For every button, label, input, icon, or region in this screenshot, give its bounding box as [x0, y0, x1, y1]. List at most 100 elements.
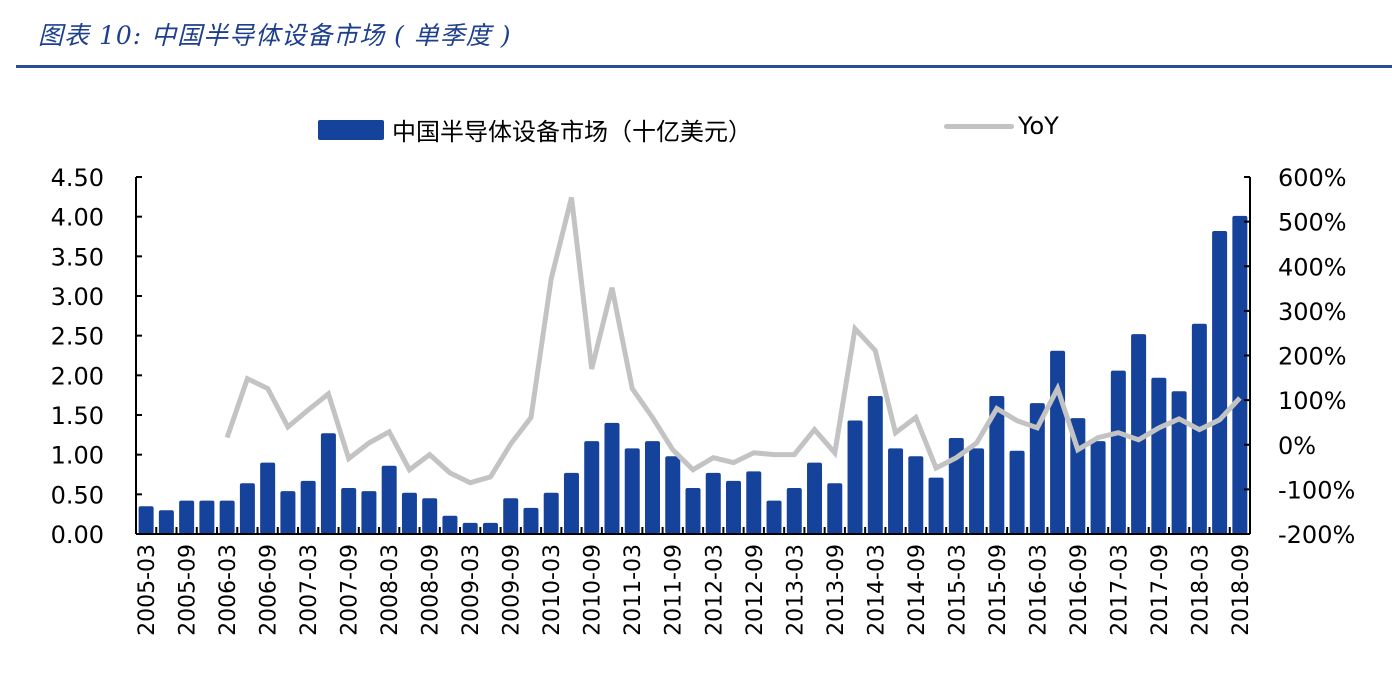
bar: [179, 500, 195, 534]
bar: [705, 472, 721, 534]
bar: [199, 500, 215, 534]
x-tick-label: 2005-03: [135, 544, 160, 636]
legend-bar-label: 中国半导体设备市场（十亿美元）: [392, 118, 752, 146]
bar: [604, 422, 620, 534]
x-tick-label: 2006-09: [257, 544, 282, 636]
x-tick-label: 2015-03: [945, 544, 970, 636]
bar: [422, 498, 438, 534]
x-tick-label: 2010-09: [581, 544, 606, 636]
legend-line-label: YoY: [1018, 112, 1059, 140]
bar: [158, 510, 174, 534]
x-tick-label: 2014-09: [905, 544, 930, 636]
bar: [847, 420, 863, 534]
bar: [482, 522, 498, 534]
legend-item-bar: 中国半导体设备市场（十亿美元）: [318, 112, 752, 147]
bar: [503, 498, 519, 534]
header-divider: [16, 65, 1392, 68]
y-tick-label: 3.00: [51, 283, 104, 311]
bar: [1110, 370, 1126, 534]
bar: [280, 491, 296, 534]
bar: [726, 480, 742, 534]
x-tick-label: 2010-03: [540, 544, 565, 636]
bar: [766, 500, 782, 534]
y-tick-label: 0.50: [51, 481, 104, 509]
x-tick-label: 2013-03: [783, 544, 808, 636]
y2-tick-label: -200%: [1278, 521, 1355, 549]
bar: [219, 500, 235, 534]
bar: [1050, 350, 1066, 534]
bar: [462, 522, 478, 534]
bar: [543, 492, 559, 534]
bar: [807, 462, 823, 534]
bar: [361, 491, 377, 534]
y2-tick-label: 600%: [1278, 164, 1347, 192]
x-tick-label: 2007-09: [338, 544, 363, 636]
x-tick-label: 2017-03: [1107, 544, 1132, 636]
legend-line-swatch-icon: [944, 123, 1014, 129]
bar: [563, 472, 579, 534]
y-tick-label: 1.50: [51, 402, 104, 430]
yoy-line: [224, 196, 1242, 486]
x-tick-label: 2011-03: [621, 544, 646, 636]
bar: [401, 492, 417, 534]
bar: [320, 433, 336, 534]
bar: [584, 441, 600, 534]
x-tick-label: 2008-03: [378, 544, 403, 636]
y-tick-label: 0.00: [51, 521, 104, 549]
bar: [644, 441, 660, 534]
bar: [827, 483, 843, 534]
y2-tick-label: -100%: [1278, 476, 1355, 504]
x-tick-label: 2016-09: [1067, 544, 1092, 636]
bar: [786, 487, 802, 534]
bar: [1090, 441, 1106, 534]
x-tick-label: 2017-09: [1148, 544, 1173, 636]
x-tick-label: 2015-09: [986, 544, 1011, 636]
bar: [746, 471, 762, 534]
bar: [239, 483, 255, 534]
y-tick-label: 4.00: [51, 204, 104, 232]
bar: [928, 477, 944, 534]
y-tick-label: 2.50: [51, 323, 104, 351]
y2-tick-label: 100%: [1278, 387, 1347, 415]
x-tick-label: 2009-09: [500, 544, 525, 636]
bar: [989, 395, 1005, 534]
x-tick-label: 2009-03: [459, 544, 484, 636]
x-tick-label: 2018-09: [1229, 544, 1254, 636]
y-tick-label: 3.50: [51, 243, 104, 271]
y2-tick-label: 300%: [1278, 298, 1347, 326]
bar: [1131, 334, 1147, 534]
y2-tick-label: 0%: [1278, 432, 1316, 460]
bar: [138, 506, 154, 534]
x-tick-label: 2018-03: [1188, 544, 1213, 636]
bar: [867, 395, 883, 534]
x-tick-label: 2014-03: [864, 544, 889, 636]
bar: [1029, 403, 1045, 534]
bar: [1171, 391, 1187, 534]
y2-tick-label: 400%: [1278, 253, 1347, 281]
x-tick-label: 2008-09: [419, 544, 444, 636]
bar: [260, 462, 276, 534]
chart-legend: 中国半导体设备市场（十亿美元） YoY: [0, 112, 1392, 146]
bar: [300, 480, 316, 534]
x-tick-label: 2011-09: [662, 544, 687, 636]
x-tick-label: 2013-09: [824, 544, 849, 636]
bar: [908, 456, 924, 534]
bar: [341, 487, 357, 534]
bar: [969, 448, 985, 534]
legend-item-line: YoY: [944, 112, 1059, 140]
bar: [888, 448, 904, 534]
x-tick-label: 2006-03: [216, 544, 241, 636]
y2-tick-label: 500%: [1278, 209, 1347, 237]
y-tick-label: 1.00: [51, 442, 104, 470]
bar: [523, 507, 539, 534]
y-tick-label: 4.50: [51, 164, 104, 192]
legend-bar-swatch-icon: [318, 119, 384, 140]
bar: [665, 456, 681, 534]
y-tick-label: 2.00: [51, 362, 104, 390]
bar: [1009, 450, 1025, 534]
bar: [685, 487, 701, 534]
x-tick-label: 2012-03: [702, 544, 727, 636]
y2-tick-label: 200%: [1278, 343, 1347, 371]
x-tick-label: 2012-09: [743, 544, 768, 636]
